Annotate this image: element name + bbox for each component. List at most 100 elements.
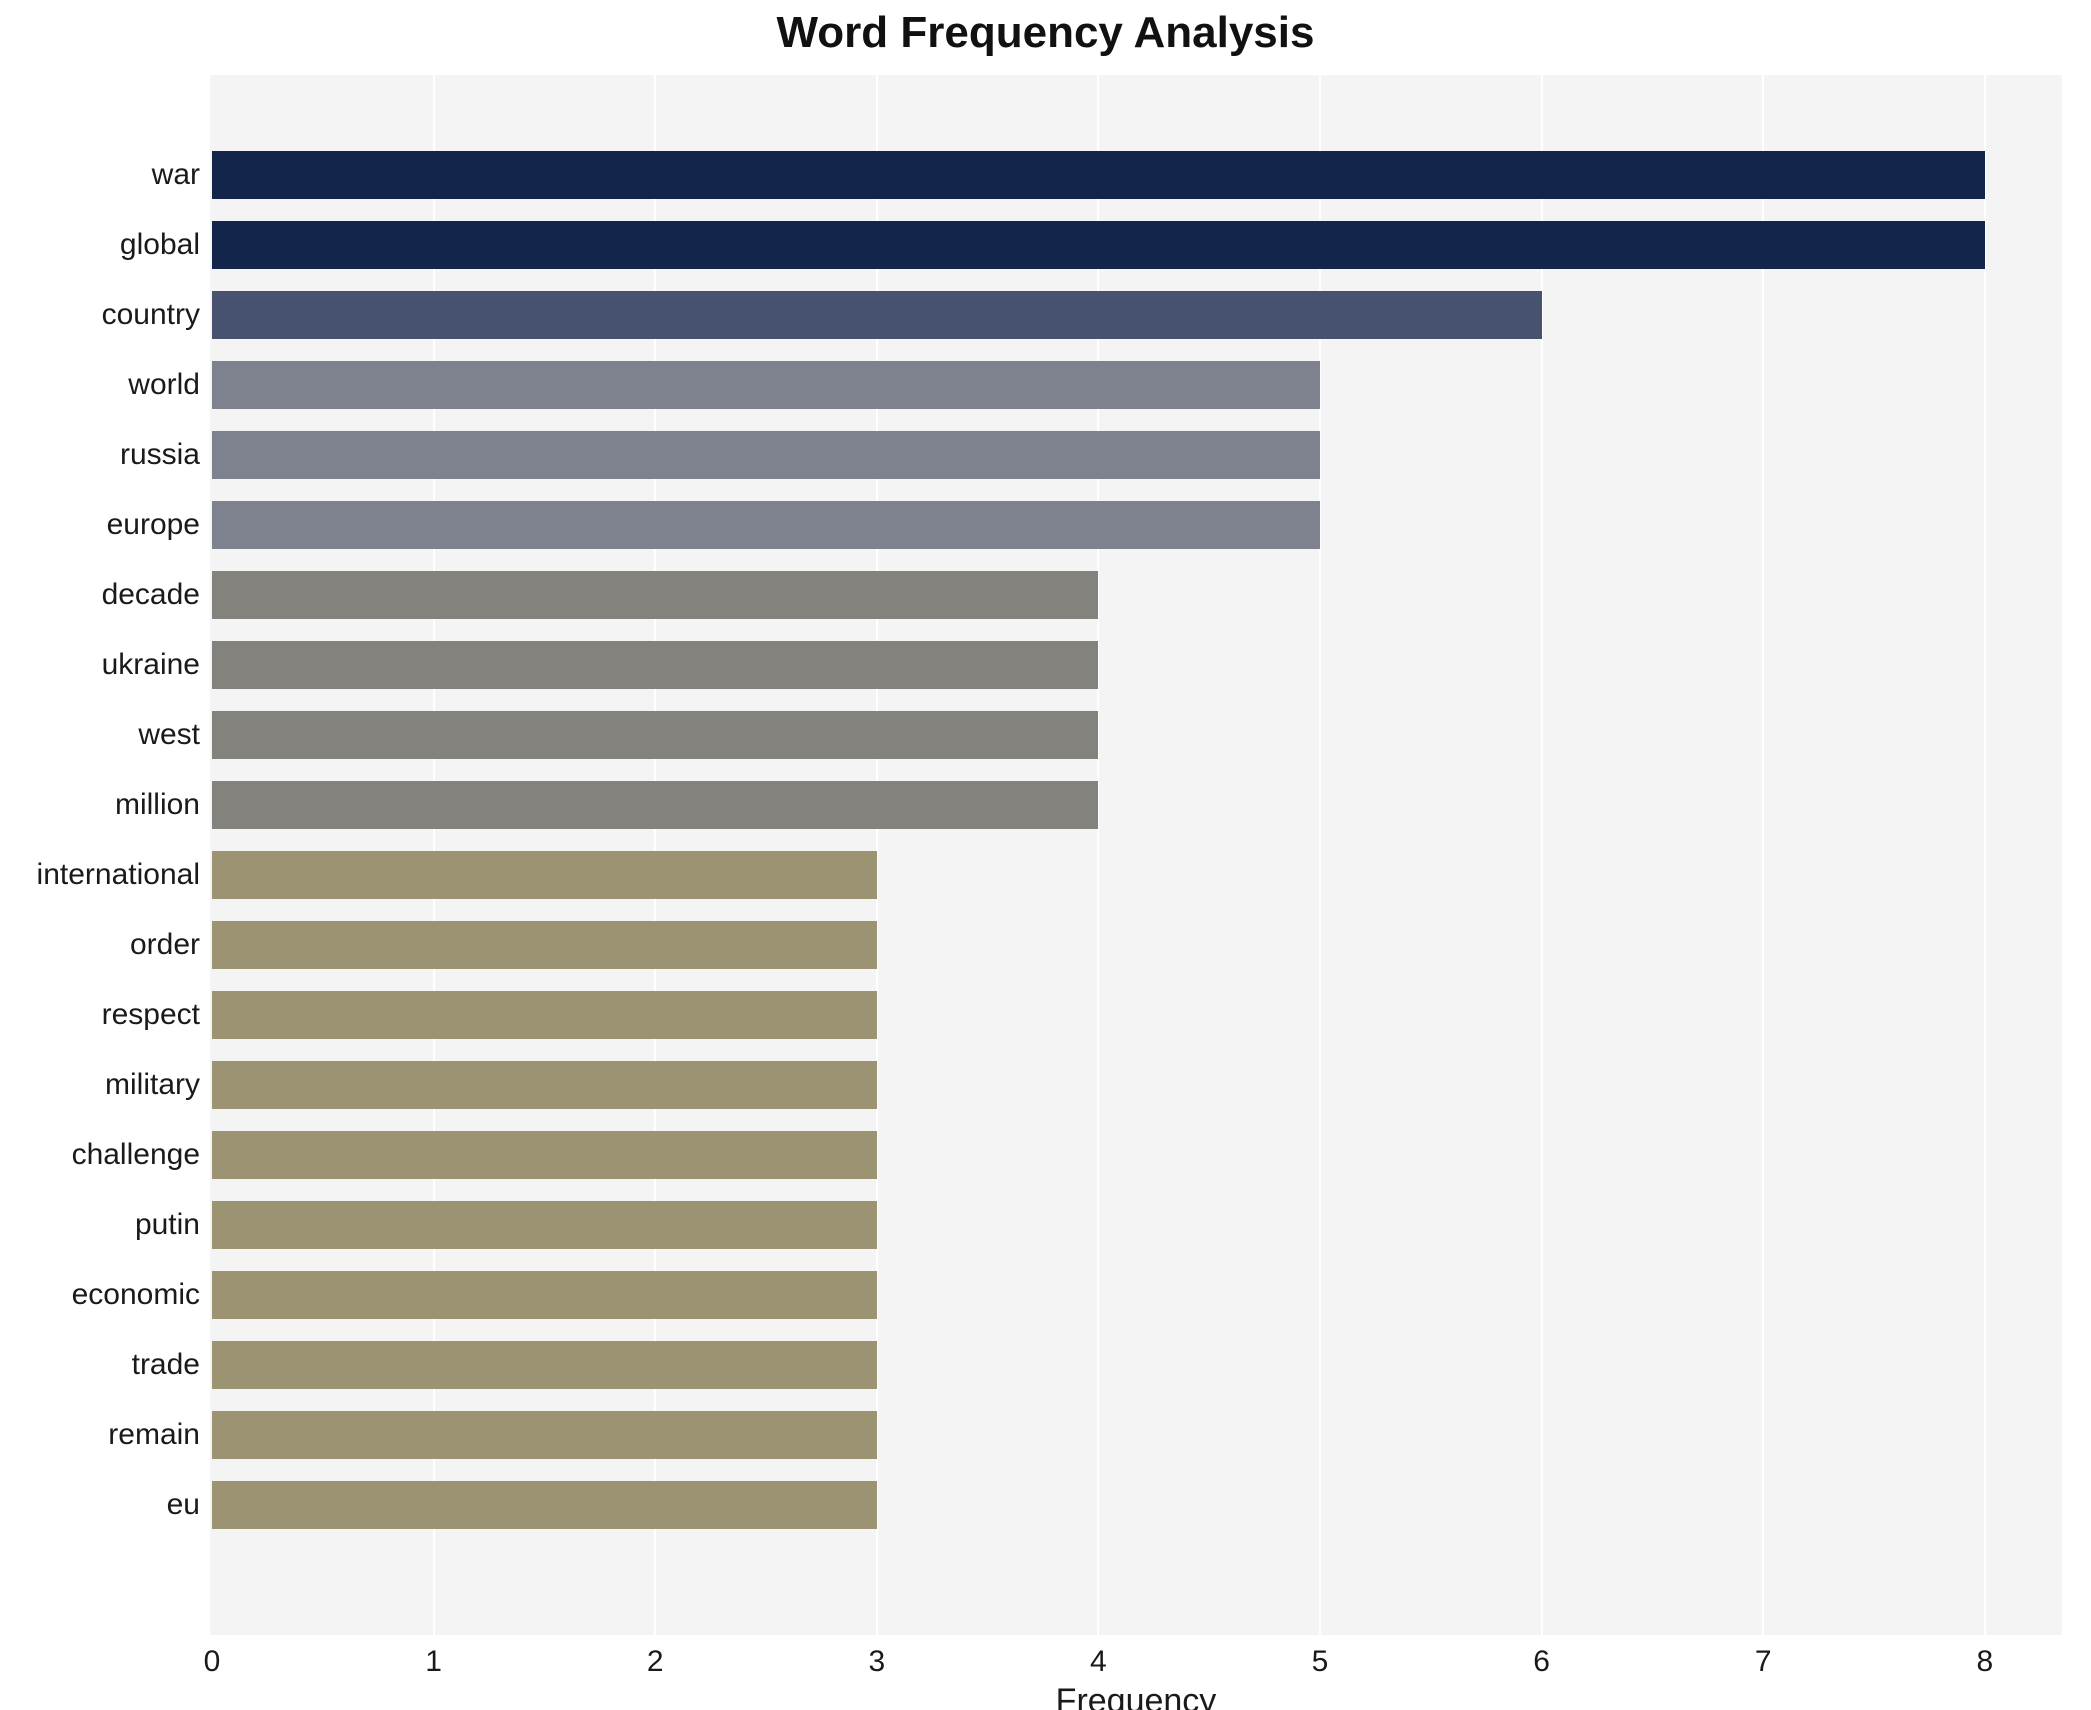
y-tick-label: order bbox=[129, 928, 200, 961]
bar bbox=[212, 1061, 877, 1109]
chart-title: Word Frequency Analysis bbox=[776, 8, 1315, 57]
x-axis-ticks: 0 1 2 3 4 5 6 7 8 bbox=[0, 1645, 2091, 1685]
x-tick-label: 5 bbox=[1311, 1645, 1329, 1678]
bar-row: remain bbox=[0, 1400, 2091, 1470]
bar bbox=[212, 1341, 877, 1389]
gridline bbox=[1540, 75, 1543, 1635]
bar-track bbox=[212, 781, 2091, 829]
y-tick-label: russia bbox=[119, 438, 200, 471]
y-tick-label: putin bbox=[134, 1208, 200, 1241]
bar bbox=[212, 501, 1320, 549]
y-tick-label: world bbox=[128, 368, 200, 401]
bar bbox=[212, 291, 1542, 339]
bar bbox=[212, 851, 877, 899]
bar-row: world bbox=[0, 350, 2091, 420]
x-tick-label: 6 bbox=[1533, 1645, 1550, 1678]
y-tick-label: trade bbox=[131, 1348, 200, 1381]
bar bbox=[212, 1411, 877, 1459]
bar-row: respect bbox=[0, 980, 2091, 1050]
bar-row: military bbox=[0, 1050, 2091, 1120]
bar-track bbox=[212, 151, 2091, 199]
gridline bbox=[875, 75, 878, 1635]
bar-track bbox=[212, 501, 2091, 549]
y-tick-label: eu bbox=[166, 1488, 200, 1521]
bar-row: war bbox=[0, 140, 2091, 210]
bar-track bbox=[212, 1271, 2091, 1319]
bar-row: putin bbox=[0, 1190, 2091, 1260]
y-tick-label: remain bbox=[108, 1418, 200, 1451]
bar-track bbox=[212, 1201, 2091, 1249]
y-tick-label: war bbox=[151, 158, 200, 191]
bar-track bbox=[212, 711, 2091, 759]
bar-row: order bbox=[0, 910, 2091, 980]
bar-row: million bbox=[0, 770, 2091, 840]
y-tick-label: europe bbox=[106, 508, 200, 541]
bar bbox=[212, 1481, 877, 1529]
bar bbox=[212, 641, 1099, 689]
x-tick-label: 4 bbox=[1090, 1645, 1107, 1678]
bar bbox=[212, 991, 877, 1039]
bar-track bbox=[212, 571, 2091, 619]
y-tick-label: ukraine bbox=[101, 648, 200, 681]
bar-track bbox=[212, 991, 2091, 1039]
bar-row: country bbox=[0, 280, 2091, 350]
y-tick-label: million bbox=[114, 788, 200, 821]
bar-track bbox=[212, 921, 2091, 969]
x-tick-label: 7 bbox=[1754, 1645, 1772, 1678]
x-axis-label: Frequency bbox=[1055, 1682, 1217, 1710]
bar-row: challenge bbox=[0, 1120, 2091, 1190]
gridline bbox=[1097, 75, 1100, 1635]
bar-track bbox=[212, 361, 2091, 409]
y-tick-label: respect bbox=[101, 998, 200, 1031]
bar bbox=[212, 431, 1320, 479]
bar-row: russia bbox=[0, 420, 2091, 490]
y-tick-label: military bbox=[105, 1068, 200, 1101]
bar bbox=[212, 1131, 877, 1179]
y-tick-label: economic bbox=[71, 1278, 200, 1311]
bar-row: eu bbox=[0, 1470, 2091, 1540]
x-tick-label: 8 bbox=[1976, 1645, 1994, 1678]
bar-row: europe bbox=[0, 490, 2091, 560]
y-tick-label: challenge bbox=[71, 1138, 200, 1171]
bar-rows: war global country world russia europe bbox=[0, 140, 2091, 1540]
y-tick-label: decade bbox=[101, 578, 200, 611]
bar-track bbox=[212, 291, 2091, 339]
x-tick-label: 1 bbox=[425, 1645, 442, 1678]
x-tick-label: 2 bbox=[646, 1645, 664, 1678]
bar bbox=[212, 711, 1099, 759]
bar-row: ukraine bbox=[0, 630, 2091, 700]
bar bbox=[212, 221, 1985, 269]
x-tick-label: 0 bbox=[203, 1645, 221, 1678]
gridline bbox=[1983, 75, 1986, 1635]
bar bbox=[212, 921, 877, 969]
gridline bbox=[1762, 75, 1765, 1635]
bar-row: trade bbox=[0, 1330, 2091, 1400]
bar-track bbox=[212, 1061, 2091, 1109]
y-tick-label: global bbox=[119, 228, 200, 261]
bar bbox=[212, 1201, 877, 1249]
bar-track bbox=[212, 1481, 2091, 1529]
bar bbox=[212, 151, 1985, 199]
bar-track bbox=[212, 431, 2091, 479]
y-tick-label: country bbox=[101, 298, 200, 331]
bar-row: west bbox=[0, 700, 2091, 770]
bar-row: global bbox=[0, 210, 2091, 280]
bar-track bbox=[212, 641, 2091, 689]
bar-track bbox=[212, 1131, 2091, 1179]
bar-track bbox=[212, 221, 2091, 269]
bar bbox=[212, 781, 1099, 829]
bar-row: economic bbox=[0, 1260, 2091, 1330]
bar-track bbox=[212, 851, 2091, 899]
bar bbox=[212, 1271, 877, 1319]
bar-row: decade bbox=[0, 560, 2091, 630]
x-tick-label: 3 bbox=[868, 1645, 886, 1678]
gridline bbox=[1319, 75, 1321, 1635]
bar bbox=[212, 361, 1320, 409]
y-tick-label: international bbox=[36, 858, 200, 891]
y-tick-label: west bbox=[138, 718, 200, 751]
bar-row: international bbox=[0, 840, 2091, 910]
bar-track bbox=[212, 1341, 2091, 1389]
bar-track bbox=[212, 1411, 2091, 1459]
bar bbox=[212, 571, 1099, 619]
